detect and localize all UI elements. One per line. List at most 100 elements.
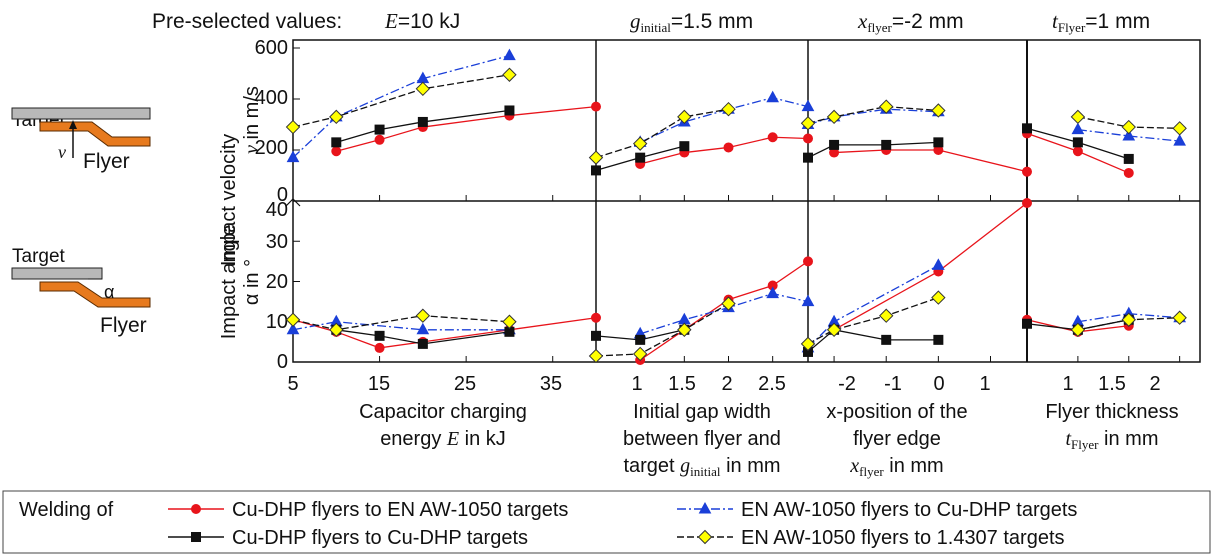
series-line-cu-flyer-al-target-velocity bbox=[834, 149, 1028, 173]
legend-marker-cu-flyer-al-target bbox=[191, 504, 201, 514]
data-point-al-flyer-steel-target bbox=[1121, 119, 1136, 135]
angle-ytick: 40 bbox=[266, 199, 288, 221]
data-point-al-flyer-steel-target bbox=[502, 314, 517, 329]
data-point-al-flyer-steel-target bbox=[677, 109, 692, 125]
velocity-ytick: 600 bbox=[255, 37, 288, 59]
data-point-al-flyer-steel-target bbox=[415, 81, 431, 97]
velocity-symbol: v bbox=[58, 142, 66, 162]
data-point-al-flyer-steel-target bbox=[285, 312, 301, 327]
data-point-cu-flyer-al-target bbox=[803, 256, 813, 267]
xtick-gap: 1 bbox=[631, 373, 642, 395]
target-plate-2 bbox=[11, 267, 103, 280]
header-gap: ginitial=1.5 mm bbox=[630, 9, 753, 35]
xtick-position: 1 bbox=[979, 373, 990, 395]
data-point-cu-flyer-cu-target bbox=[881, 139, 892, 150]
data-point-cu-flyer-cu-target bbox=[591, 330, 601, 341]
series-line-al-flyer-steel-target-angle bbox=[595, 303, 729, 357]
data-point-al-flyer-steel-target bbox=[285, 119, 301, 135]
series-line-al-flyer-steel-target-velocity bbox=[807, 105, 939, 124]
xlabel-gap-line2: between flyer and bbox=[623, 428, 781, 450]
xtick-gap: 2.5 bbox=[758, 373, 786, 395]
xlabel-position-line2: flyer edge bbox=[853, 428, 941, 450]
data-point-cu-flyer-cu-target bbox=[635, 334, 646, 345]
data-point-al-flyer-cu-target bbox=[932, 258, 945, 270]
data-point-cu-flyer-cu-target bbox=[417, 338, 428, 349]
schematic-target-label-2: Target bbox=[12, 246, 66, 267]
data-point-cu-flyer-cu-target bbox=[1022, 318, 1032, 329]
angle-symbol: α bbox=[104, 282, 114, 302]
legend-label-cu-cu: Cu-DHP flyers to Cu-DHP targets bbox=[232, 527, 528, 549]
data-point-cu-flyer-al-target bbox=[374, 134, 385, 145]
data-point-al-flyer-cu-target bbox=[503, 48, 516, 61]
xtick-position: -2 bbox=[838, 373, 856, 395]
data-point-cu-flyer-al-target bbox=[767, 132, 778, 143]
series-line-cu-flyer-cu-target-angle bbox=[336, 329, 510, 345]
data-point-al-flyer-steel-target bbox=[879, 308, 894, 323]
xtick-energy: 5 bbox=[287, 373, 298, 395]
angle-ytick: 30 bbox=[266, 231, 288, 253]
data-point-al-flyer-steel-target bbox=[588, 348, 604, 364]
data-point-al-flyer-steel-target bbox=[826, 322, 842, 338]
velocity-ytick: 400 bbox=[255, 87, 288, 109]
xtick-thickness: 1.5 bbox=[1098, 373, 1126, 395]
angle-ylabel-unit: α in ° bbox=[241, 259, 263, 305]
series-line-al-flyer-cu-target-angle bbox=[292, 321, 510, 331]
xtick-gap: 1.5 bbox=[668, 373, 696, 395]
data-point-al-flyer-cu-target bbox=[286, 322, 300, 335]
legend-title: Welding of bbox=[19, 499, 114, 521]
data-point-cu-flyer-cu-target bbox=[417, 116, 428, 127]
data-point-al-flyer-steel-target bbox=[721, 101, 736, 117]
xlabel-position-line3: xflyer in mm bbox=[849, 455, 943, 479]
legend: Welding of Cu-DHP flyers to EN AW-1050 t… bbox=[2, 490, 1211, 554]
legend-marker-al-flyer-cu-target bbox=[698, 501, 712, 514]
data-point-cu-flyer-al-target bbox=[374, 342, 385, 353]
xlabel-thickness-line2: tFlyer in mm bbox=[1065, 428, 1158, 452]
data-point-al-flyer-cu-target bbox=[801, 99, 815, 112]
data-point-al-flyer-cu-target bbox=[1173, 134, 1186, 146]
data-point-al-flyer-steel-target bbox=[632, 346, 648, 362]
data-point-al-flyer-steel-target bbox=[800, 336, 816, 352]
data-point-al-flyer-steel-target bbox=[1121, 312, 1136, 327]
xtick-gap: 2 bbox=[721, 373, 732, 395]
series-line-al-flyer-steel-target-velocity bbox=[595, 108, 729, 159]
data-point-al-flyer-cu-target bbox=[801, 294, 815, 307]
data-point-cu-flyer-al-target bbox=[803, 133, 813, 144]
schematic-flyer-label: Flyer bbox=[83, 150, 130, 173]
data-point-al-flyer-steel-target bbox=[800, 116, 816, 131]
series-line-cu-flyer-cu-target-angle bbox=[807, 329, 939, 353]
series-line-al-flyer-cu-target-velocity bbox=[639, 97, 809, 143]
header-energy: E=10 kJ bbox=[384, 9, 460, 33]
data-point-cu-flyer-cu-target bbox=[374, 330, 385, 341]
xlabel-position-line1: x-position of the bbox=[826, 401, 967, 423]
data-point-cu-flyer-cu-target bbox=[933, 334, 944, 345]
data-point-cu-flyer-al-target bbox=[723, 142, 734, 153]
xlabel-energy-line1: Capacitor charging bbox=[359, 401, 527, 423]
data-point-cu-flyer-cu-target bbox=[881, 334, 892, 345]
xtick-position: -1 bbox=[884, 373, 902, 395]
velocity-ytick: 200 bbox=[255, 137, 288, 159]
data-point-al-flyer-steel-target bbox=[931, 290, 946, 305]
header-label: Pre-selected values: bbox=[152, 10, 342, 33]
data-point-al-flyer-cu-target bbox=[416, 322, 430, 335]
series-line-cu-flyer-cu-target-velocity bbox=[336, 109, 510, 143]
series-line-cu-flyer-al-target-angle bbox=[292, 317, 597, 349]
data-point-al-flyer-steel-target bbox=[1172, 121, 1187, 136]
data-point-al-flyer-steel-target bbox=[329, 322, 344, 338]
velocity-ytick: 0 bbox=[277, 184, 288, 206]
header-thickness: tFlyer=1 mm bbox=[1052, 9, 1150, 35]
data-point-cu-flyer-al-target bbox=[1123, 167, 1134, 178]
header-position: xflyer=-2 mm bbox=[857, 9, 964, 35]
data-point-cu-flyer-al-target bbox=[591, 312, 601, 323]
velocity-ylabel-unit: v in m/s bbox=[241, 86, 263, 154]
data-point-al-flyer-steel-target bbox=[826, 109, 842, 125]
data-point-cu-flyer-al-target bbox=[1022, 198, 1032, 209]
series-layer bbox=[285, 48, 1187, 365]
data-point-al-flyer-steel-target bbox=[1172, 310, 1187, 325]
data-point-al-flyer-steel-target bbox=[632, 136, 648, 151]
data-point-cu-flyer-cu-target bbox=[504, 105, 515, 116]
xtick-position: 0 bbox=[933, 373, 944, 395]
data-point-cu-flyer-cu-target bbox=[591, 165, 601, 176]
angle-ytick: 0 bbox=[277, 351, 288, 373]
data-point-cu-flyer-cu-target bbox=[331, 137, 342, 148]
angle-ytick: 10 bbox=[266, 311, 288, 333]
